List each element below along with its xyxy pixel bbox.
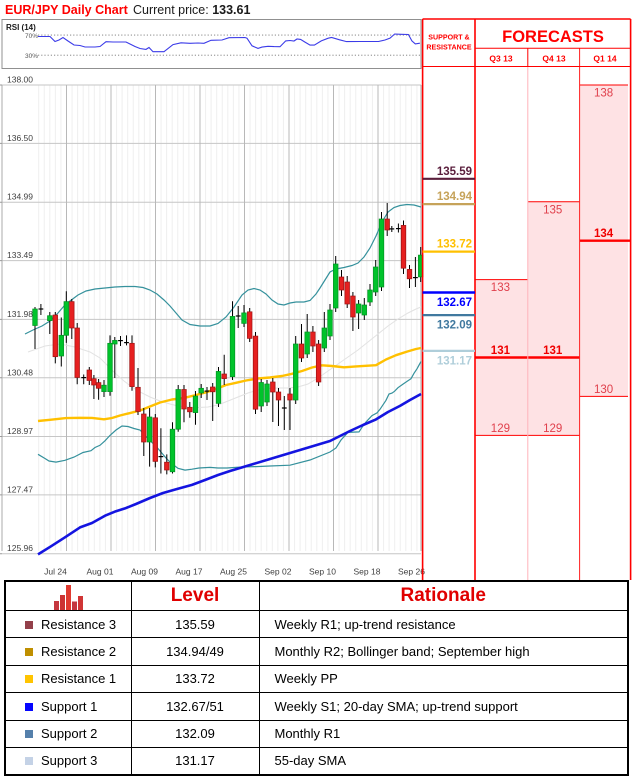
svg-text:131: 131 [491,345,511,357]
svg-text:SUPPORT &: SUPPORT & [428,34,469,42]
svg-text:FORECASTS: FORECASTS [502,28,604,46]
svg-text:132.67: 132.67 [437,297,472,309]
svg-text:132.09: 132.09 [437,320,472,332]
svg-text:Sep 18: Sep 18 [354,567,381,577]
svg-text:133.72: 133.72 [437,239,472,251]
svg-text:Q1 14: Q1 14 [593,54,616,64]
svg-text:Q3 13: Q3 13 [489,54,512,64]
svg-text:Aug 17: Aug 17 [176,567,203,577]
svg-text:131.98: 131.98 [7,309,33,319]
svg-text:133.49: 133.49 [7,250,33,260]
svg-text:70%: 70% [25,33,38,40]
svg-text:Aug 25: Aug 25 [220,567,247,577]
svg-text:135.59: 135.59 [437,166,472,178]
svg-text:Q4 13: Q4 13 [542,54,565,64]
svg-text:Sep 02: Sep 02 [265,567,292,577]
svg-text:129: 129 [543,423,562,435]
svg-text:129: 129 [491,423,510,435]
svg-text:Sep 10: Sep 10 [309,567,336,577]
svg-text:127.47: 127.47 [7,484,33,494]
svg-text:30%: 30% [25,53,38,60]
svg-text:Sep 26: Sep 26 [398,567,425,577]
svg-text:135: 135 [543,204,562,216]
svg-text:RSI (14): RSI (14) [6,23,36,32]
svg-text:130.48: 130.48 [7,367,33,377]
svg-text:134: 134 [594,228,614,240]
svg-text:138.00: 138.00 [7,75,33,85]
svg-text:Jul 24: Jul 24 [44,567,67,577]
svg-text:133: 133 [491,282,510,294]
svg-text:Aug 01: Aug 01 [87,567,114,577]
svg-text:Aug 09: Aug 09 [131,567,158,577]
svg-text:138: 138 [594,88,613,100]
svg-text:RESISTANCE: RESISTANCE [426,44,471,52]
svg-text:134.94: 134.94 [437,191,473,203]
svg-text:134.99: 134.99 [7,192,33,202]
svg-text:131.17: 131.17 [437,355,472,367]
svg-text:128.97: 128.97 [7,426,33,436]
svg-text:125.96: 125.96 [7,543,33,553]
svg-text:136.50: 136.50 [7,133,33,143]
svg-text:131: 131 [543,345,563,357]
svg-text:130: 130 [594,384,613,396]
